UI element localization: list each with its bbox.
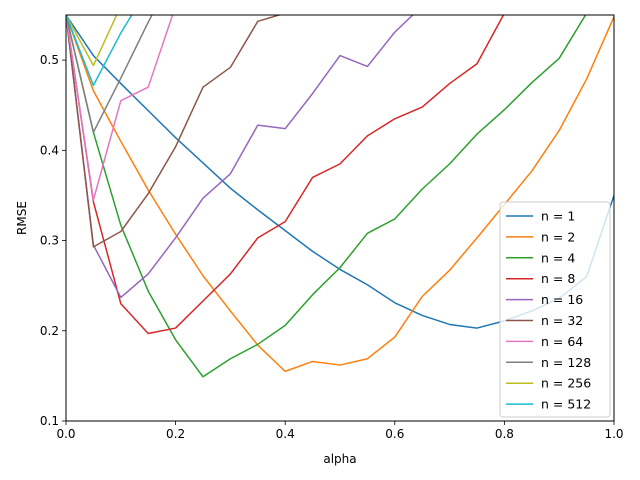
- y-tick-label: 0.4: [40, 143, 59, 157]
- x-axis-label: alpha: [323, 452, 356, 466]
- x-tick-label: 0.8: [495, 427, 514, 441]
- legend-label-3: n = 4: [541, 250, 575, 265]
- series-line-9: [66, 15, 118, 67]
- series-layer: [66, 15, 614, 378]
- y-tick-label: 0.2: [40, 324, 59, 338]
- series-line-6: [66, 15, 282, 248]
- plot-frame: [65, 14, 615, 422]
- series-line-3: [66, 15, 587, 378]
- series-line-5: [66, 15, 414, 299]
- legend-label-8: n = 128: [541, 355, 591, 370]
- series-line-4: [66, 15, 505, 335]
- series-line-8: [66, 15, 153, 134]
- y-tick-label: 0.5: [40, 53, 59, 67]
- legend-label-4: n = 8: [541, 271, 575, 286]
- y-axis-label: RMSE: [15, 201, 29, 235]
- x-tick-label: 0.6: [385, 427, 404, 441]
- x-tick-label: 0.4: [276, 427, 295, 441]
- legend-label-6: n = 32: [541, 313, 583, 328]
- series-line-7: [66, 15, 174, 201]
- legend-box: [499, 201, 611, 418]
- y-tick-label: 0.3: [40, 234, 59, 248]
- x-tick-label: 0.2: [166, 427, 185, 441]
- x-axis: 0.0 0.2 0.4 0.6 0.8 1.0: [56, 421, 624, 441]
- legend-label-2: n = 2: [541, 229, 575, 244]
- y-tick-label: 0.1: [40, 414, 59, 428]
- legend-label-5: n = 16: [541, 292, 583, 307]
- legend: n = 1 n = 2 n = 4 n = 8 n = 16 n = 32 n = 64 n …: [499, 201, 611, 418]
- legend-label-7: n = 64: [541, 334, 583, 349]
- y-axis: 0.1 0.2 0.3 0.4 0.5: [40, 53, 66, 428]
- legend-label-1: n = 1: [541, 209, 575, 224]
- series-line-2: [66, 15, 614, 373]
- x-tick-label: 1.0: [604, 427, 623, 441]
- x-tick-label: 0.0: [56, 427, 75, 441]
- legend-label-10: n = 512: [541, 397, 591, 412]
- series-line-10: [66, 15, 133, 87]
- legend-label-9: n = 256: [541, 376, 591, 391]
